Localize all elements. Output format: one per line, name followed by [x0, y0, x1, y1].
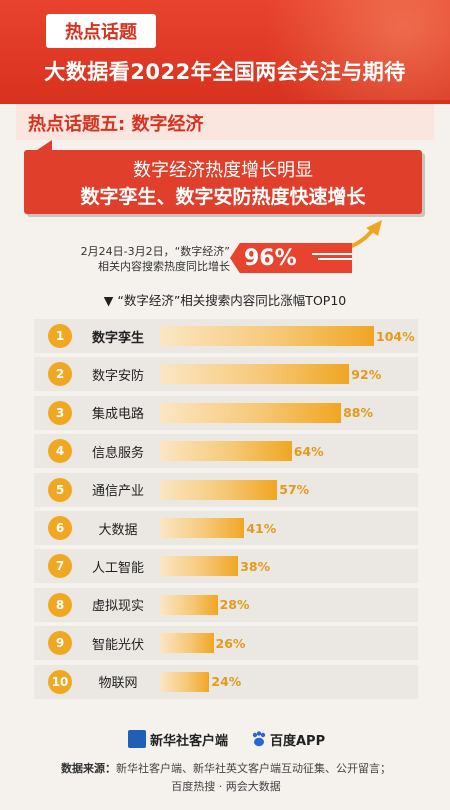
value-label: 38%	[240, 558, 271, 574]
highlight-line-1: 数字经济热度增长明显	[133, 160, 313, 181]
logo-xinhua-text: 新华社客户端	[150, 734, 229, 749]
bar	[160, 402, 342, 423]
value-label: 28%	[219, 597, 250, 613]
chart-row: 6 大数据 41%	[34, 511, 418, 545]
logo-baidu-text: 百度APP	[270, 734, 326, 749]
rank-badge: 5	[48, 477, 72, 502]
speed-lines-icon	[312, 253, 352, 260]
highlight-line-2: 数字孪生、数字安防热度快速增长	[80, 186, 366, 208]
rank-badge: 6	[48, 516, 72, 540]
bar	[160, 441, 292, 462]
baidu-paw-icon	[252, 731, 266, 747]
bar	[160, 671, 210, 692]
category-label: 数字孪生	[91, 330, 144, 346]
stat-note-line-1: 2月24日-3月2日，“数字经济”	[80, 245, 230, 258]
highlight-box: 数字经济热度增长明显 数字孪生、数字安防热度快速增长	[24, 150, 422, 214]
category-label: 大数据	[98, 522, 138, 538]
rank-badge: 8	[48, 592, 72, 617]
rank-badge: 9	[48, 631, 72, 656]
source-text: 新华社客户端、新华社英文客户端互动征集、公开留言；	[116, 762, 391, 775]
header-decoration	[220, 0, 450, 100]
xinhua-logo-icon	[128, 730, 146, 748]
topic-title: 热点话题五: 数字经济	[28, 114, 204, 135]
value-label: 104%	[376, 328, 415, 344]
topic-bar	[16, 104, 434, 140]
data-source: 数据来源：新华社客户端、新华社英文客户端互动征集、公开留言； 百度热搜 · 两会…	[20, 760, 432, 796]
value-label: 24%	[211, 674, 242, 690]
topic-tag: 热点话题	[46, 14, 156, 48]
bar	[160, 556, 239, 577]
value-label: 64%	[293, 443, 324, 459]
rank-badge: 2	[48, 362, 72, 387]
source-line-2: 百度热搜 · 两会大数据	[171, 780, 281, 793]
header-banner: 热点话题 大数据看2022年全国两会关注与期待	[0, 0, 450, 104]
chart-row: 8 虚拟现实 28%	[34, 587, 418, 622]
chart-row: 2 数字安防 92%	[34, 357, 418, 392]
chart-row: 4 信息服务 64%	[34, 434, 418, 469]
rank-badge: 7	[48, 554, 72, 579]
value-label: 41%	[246, 520, 277, 536]
category-label: 集成电路	[91, 407, 144, 423]
rank-badge: 4	[48, 439, 72, 464]
chart-row: 7 人工智能 38%	[34, 549, 418, 584]
category-label: 虚拟现实	[91, 599, 144, 615]
value-label: 57%	[279, 482, 310, 498]
category-label: 信息服务	[91, 445, 144, 461]
footer-logos: 新华社客户端 百度APP	[0, 726, 450, 756]
chart-row: 5 通信产业 57%	[34, 472, 418, 507]
bar	[160, 479, 278, 500]
category-label: 智能光伏	[91, 637, 144, 653]
bar-chart: 1 数字孪生 104% 2 数字安防 92% 3 集成电路 88% 4 信息服务 64% 5 通信产业 57…	[34, 316, 418, 708]
bar	[160, 633, 214, 654]
value-label: 92%	[351, 366, 382, 382]
bar	[160, 364, 350, 385]
value-label: 26%	[215, 635, 246, 651]
chart-row: 3 集成电路 88%	[34, 395, 418, 430]
bar	[160, 326, 374, 346]
chart-row: 9 智能光伏 26%	[34, 626, 418, 661]
page-title: 大数据看2022年全国两会关注与期待	[44, 60, 406, 84]
category-label: 物联网	[98, 676, 138, 692]
rank-badge: 10	[48, 669, 72, 694]
chart-row: 10 物联网 24%	[34, 664, 418, 699]
value-label: 88%	[343, 405, 373, 421]
source-label: 数据来源：	[61, 762, 116, 775]
category-label: 人工智能	[91, 560, 144, 576]
bar	[160, 518, 245, 538]
chart-title: ▼ “数字经济”相关搜索内容同比涨幅TOP10	[103, 293, 347, 308]
category-label: 数字安防	[91, 368, 144, 384]
stat-note: 2月24日-3月2日，“数字经济” 相关内容搜索热度同比增长	[30, 244, 230, 274]
chart-row: 1 数字孪生 104%	[34, 319, 418, 353]
bar	[160, 594, 218, 615]
source-line-1: 数据来源：新华社客户端、新华社英文客户端互动征集、公开留言；	[20, 760, 432, 778]
category-label: 通信产业	[91, 484, 144, 500]
rank-badge: 1	[48, 324, 72, 348]
rank-badge: 3	[48, 400, 72, 425]
stat-value: 96%	[244, 245, 297, 271]
stat-note-line-2: 相关内容搜索热度同比增长	[98, 260, 230, 273]
